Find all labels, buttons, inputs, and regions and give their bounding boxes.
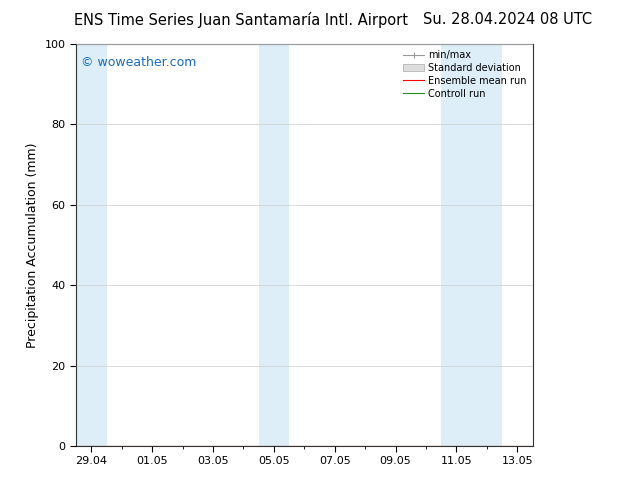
- Bar: [441, 44, 502, 446]
- Y-axis label: Precipitation Accumulation (mm): Precipitation Accumulation (mm): [26, 142, 39, 348]
- Bar: [76, 44, 107, 446]
- Legend: min/max, Standard deviation, Ensemble mean run, Controll run: min/max, Standard deviation, Ensemble me…: [399, 46, 531, 102]
- Bar: [259, 44, 289, 446]
- Text: © woweather.com: © woweather.com: [81, 56, 196, 69]
- Text: Su. 28.04.2024 08 UTC: Su. 28.04.2024 08 UTC: [423, 12, 592, 27]
- Text: ENS Time Series Juan Santamaría Intl. Airport: ENS Time Series Juan Santamaría Intl. Ai…: [74, 12, 408, 28]
